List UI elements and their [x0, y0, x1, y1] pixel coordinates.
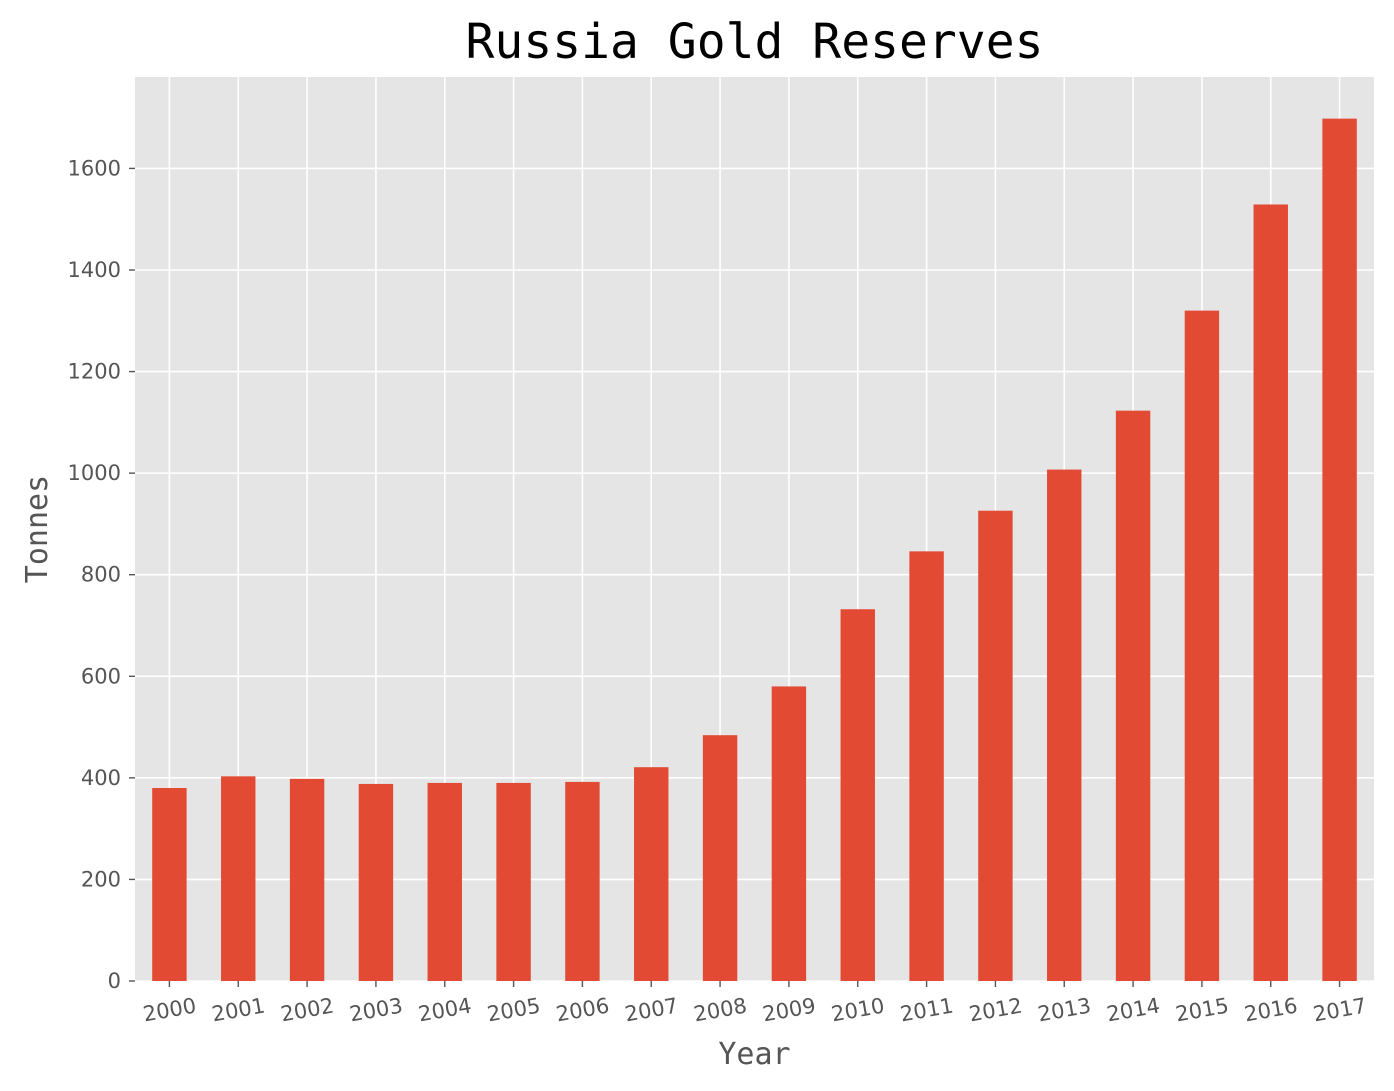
x-tick-label: 2002	[279, 994, 336, 1027]
x-tick-label: 2011	[898, 994, 955, 1027]
bar-2008	[702, 735, 738, 981]
bar-2010	[840, 609, 875, 981]
y-tick-label: 800	[81, 563, 121, 587]
x-tick-label: 2012	[967, 994, 1024, 1027]
y-tick-label: 400	[81, 766, 121, 790]
x-tick-label: 2009	[761, 994, 818, 1027]
y-tick-label: 1200	[68, 360, 121, 384]
bar-2007	[634, 767, 669, 981]
bar-2002	[289, 778, 325, 981]
bar-2013	[1047, 469, 1082, 981]
bar-2006	[565, 781, 600, 981]
y-tick-label: 1600	[68, 156, 121, 180]
x-axis-label: Year	[718, 1037, 790, 1072]
bar-2005	[496, 782, 531, 981]
x-tick-label: 2006	[554, 994, 611, 1027]
bar-2004	[427, 782, 462, 981]
y-tick-label: 1400	[68, 258, 121, 282]
x-tick-label: 2004	[417, 994, 474, 1027]
bar-2009	[771, 686, 807, 981]
x-tick-label: 2000	[141, 994, 198, 1027]
plot-area	[135, 77, 1374, 981]
bar-2000	[152, 788, 187, 981]
y-tick-label: 200	[81, 867, 121, 891]
x-tick-label: 2008	[692, 994, 749, 1027]
bar-2014	[1115, 410, 1151, 981]
bar-2017	[1322, 118, 1357, 981]
x-tick-label: 2013	[1036, 994, 1093, 1027]
x-tick-label: 2016	[1243, 994, 1300, 1027]
y-axis-label: Tonnes	[20, 475, 55, 583]
bar-2011	[909, 551, 944, 981]
x-tick-label: 2003	[348, 994, 405, 1027]
x-tick-label: 2014	[1105, 994, 1162, 1027]
bar-2003	[358, 783, 394, 981]
bar-2016	[1253, 204, 1288, 982]
bar-2001	[221, 776, 256, 981]
x-tick-label: 2017	[1311, 994, 1368, 1027]
y-axis-ticks: 0 200 400 600 800 1000 1200 1400 1600	[68, 156, 135, 993]
bar-2015	[1184, 310, 1220, 981]
x-axis-ticks: 2000 2001 2002 2003 2004 2005 2006 2007 2008 2009…	[141, 981, 1368, 1026]
y-tick-label: 600	[81, 664, 121, 688]
x-tick-label: 2015	[1174, 994, 1231, 1027]
chart-title: Russia Gold Reserves	[466, 14, 1044, 70]
bar-2012	[978, 510, 1013, 981]
x-tick-label: 2005	[485, 994, 542, 1027]
y-tick-label: 1000	[68, 461, 121, 485]
x-tick-label: 2007	[623, 994, 680, 1027]
x-tick-label: 2001	[210, 994, 267, 1027]
bars	[152, 118, 1357, 982]
x-tick-label: 2010	[830, 994, 887, 1027]
y-tick-label: 0	[108, 969, 121, 993]
